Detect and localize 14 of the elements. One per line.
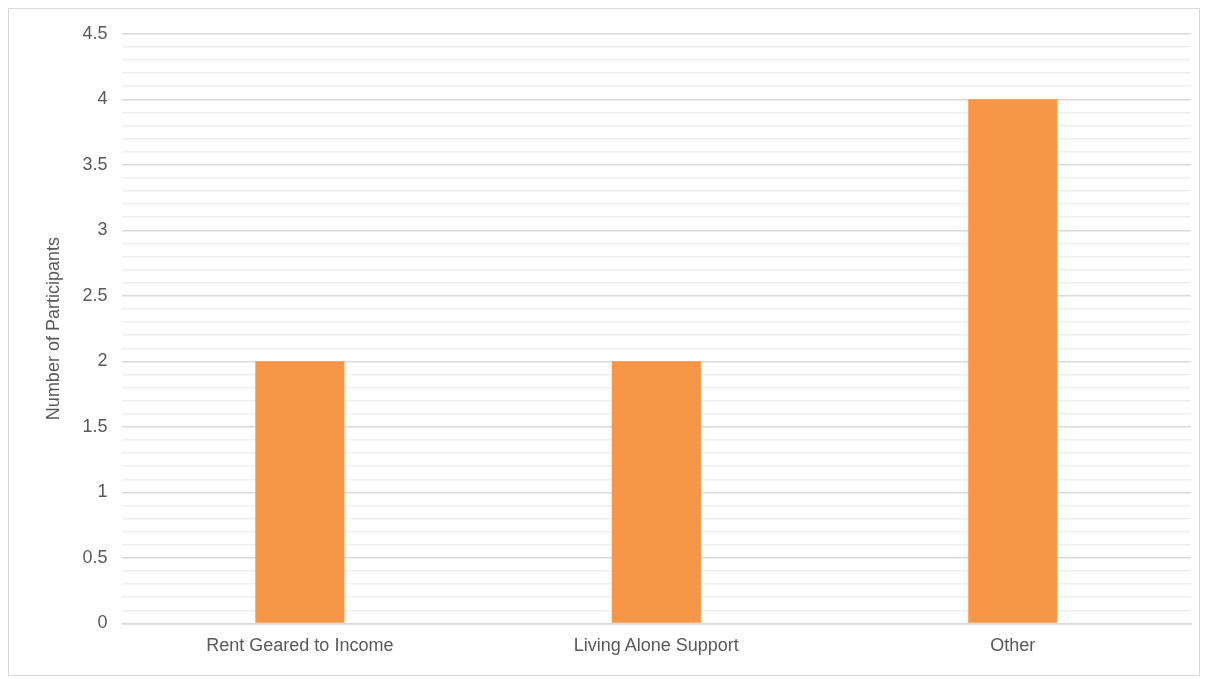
y-tick-label: 1 [97,481,108,502]
y-tick-label: 0 [97,612,108,633]
y-tick-label: 0.5 [82,546,108,567]
y-tick-label: 2 [97,350,108,371]
y-axis-title: Number of Participants [42,237,63,421]
x-tick-label: Living Alone Support [573,635,739,656]
y-tick-label: 3.5 [82,153,108,174]
y-tick-label: 1.5 [82,415,108,436]
x-tick-label: Rent Geared to Income [206,635,394,656]
y-tick-label: 4.5 [82,22,108,43]
x-tick-label: Other [990,635,1036,656]
y-tick-label: 4 [97,88,108,109]
y-tick-label: 2.5 [82,284,108,305]
y-tick-label: 3 [97,219,108,240]
